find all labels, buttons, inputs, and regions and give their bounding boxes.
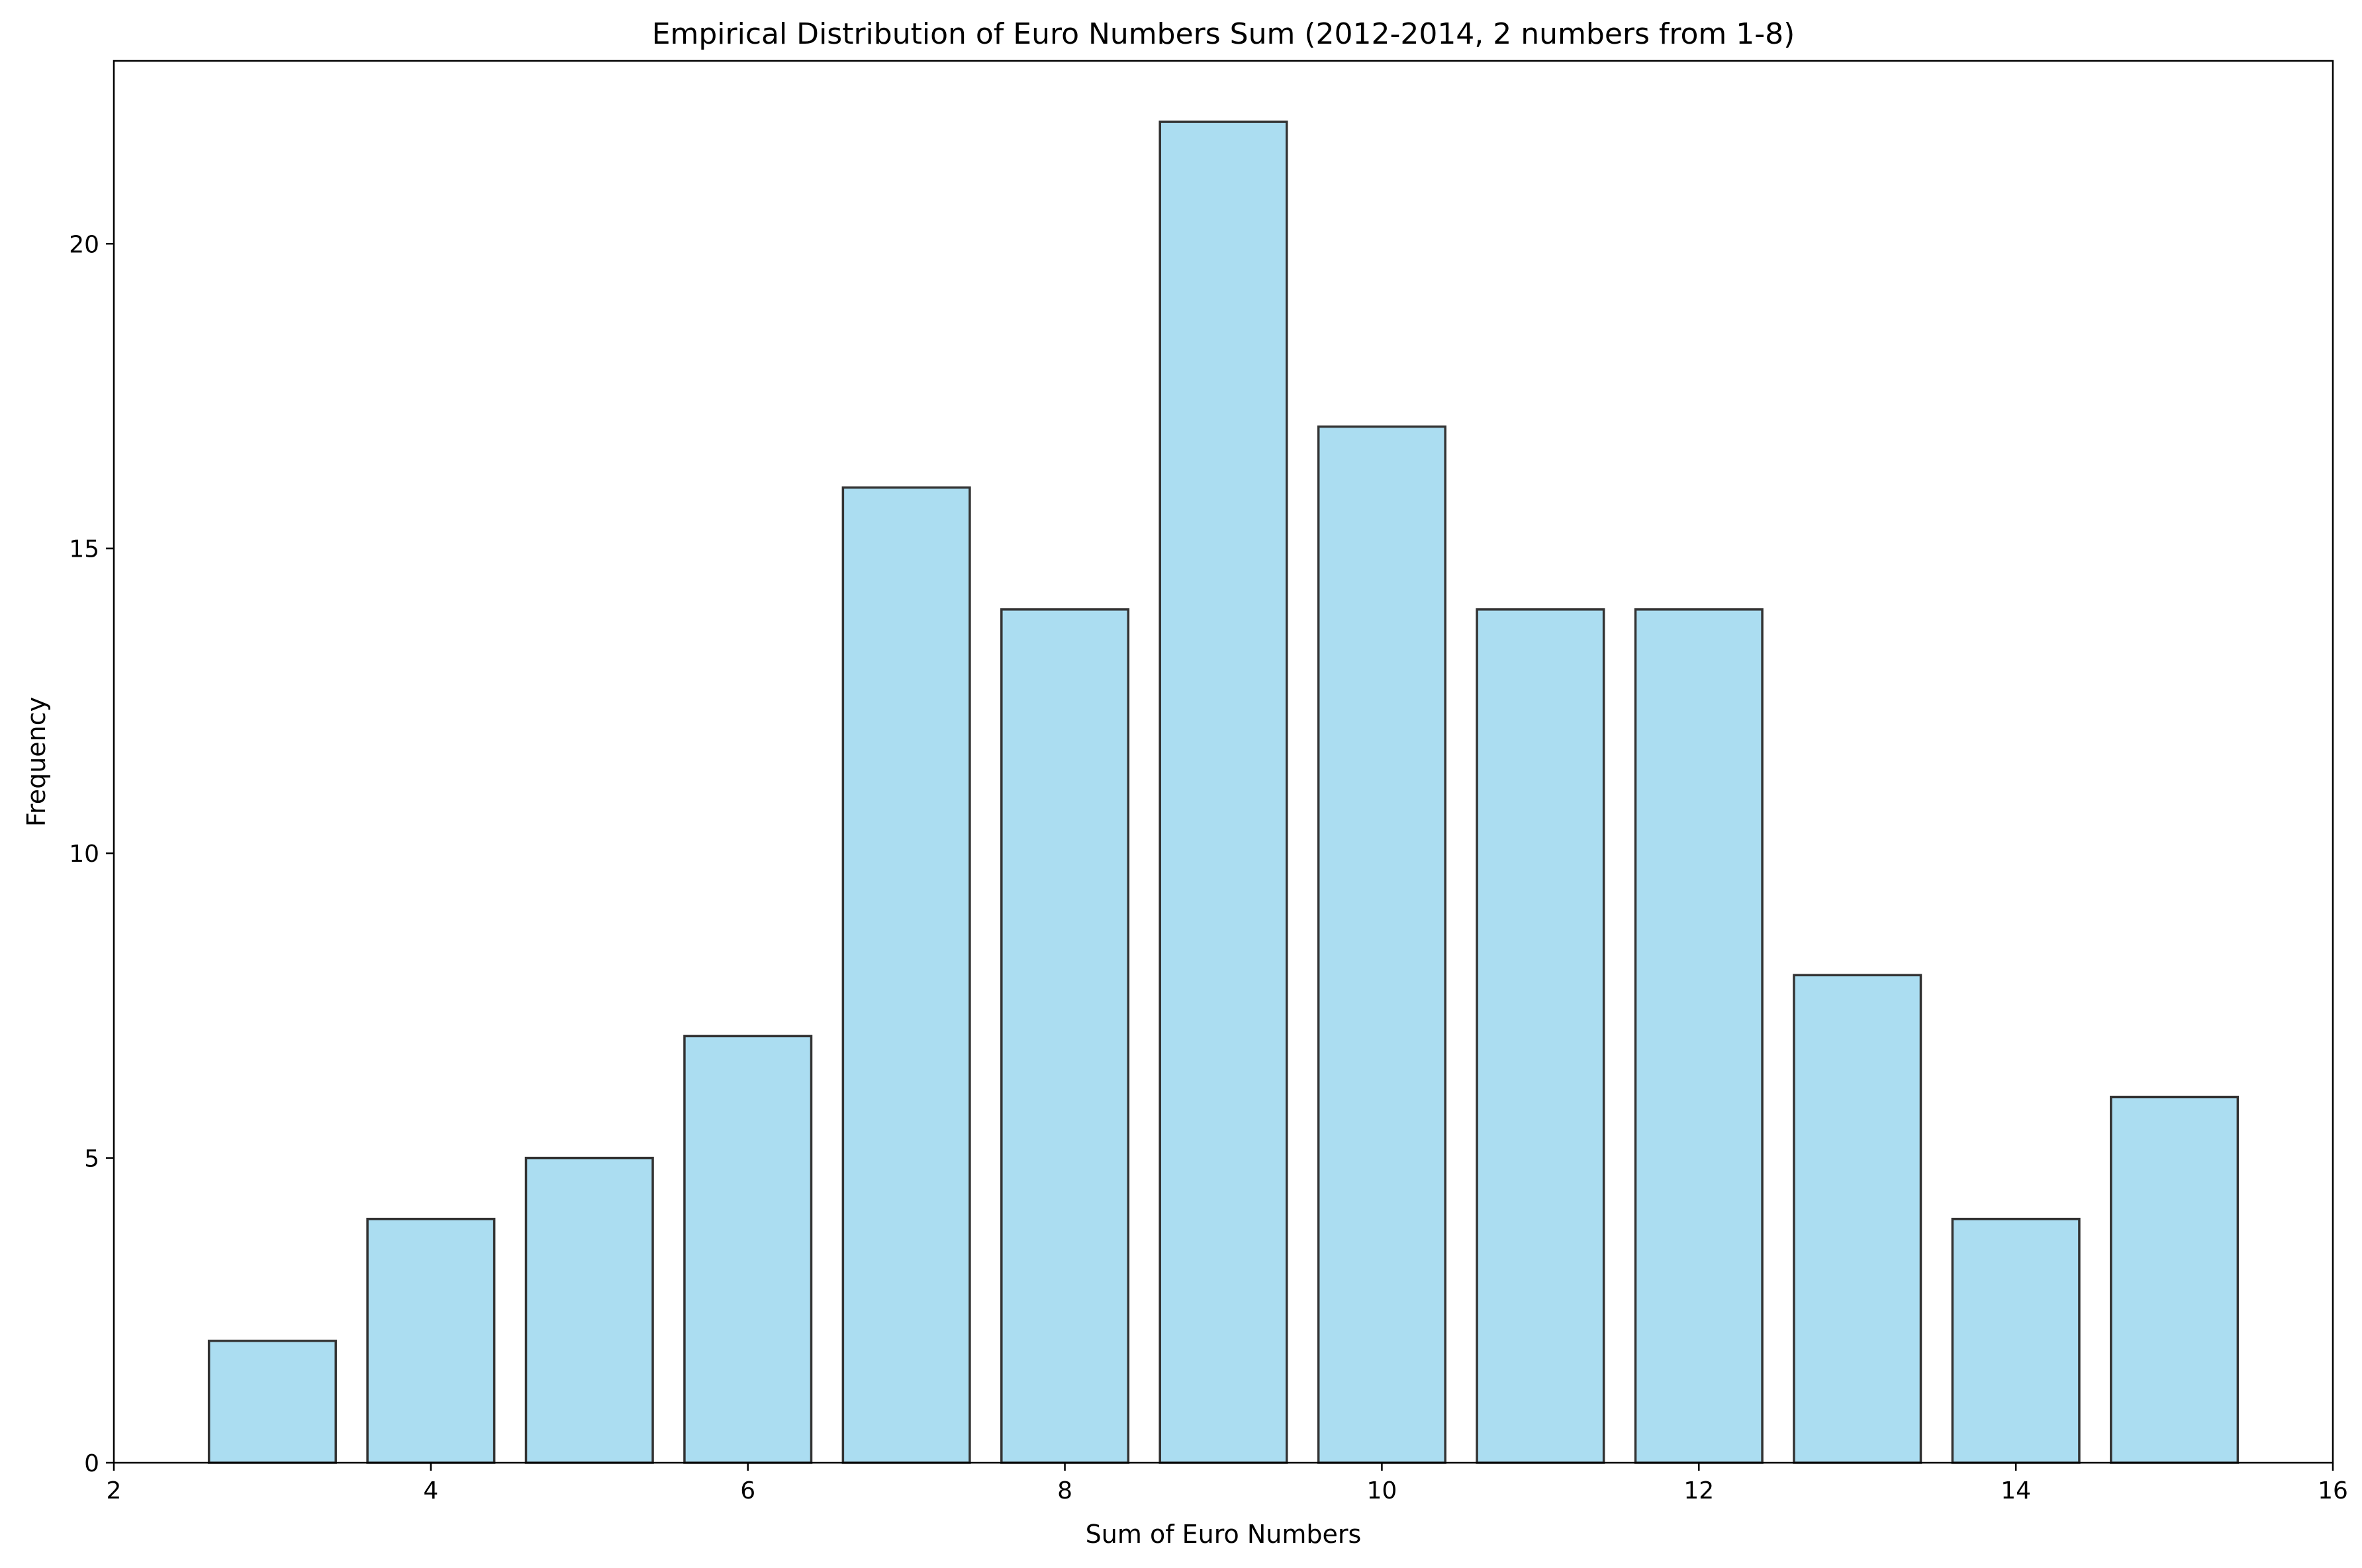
plot-frame	[113, 60, 2334, 1464]
x-tick-label-6: 6	[740, 1477, 755, 1504]
y-tick-label-10: 10	[69, 841, 99, 868]
bar-6	[683, 1035, 813, 1464]
bars-group	[207, 120, 2240, 1464]
chart-title: Empirical Distribution of Euro Numbers S…	[652, 17, 1795, 51]
y-tick-label-15: 15	[69, 536, 99, 563]
y-axis-label: Frequency	[22, 697, 51, 827]
x-tick-label-8: 8	[1057, 1477, 1072, 1504]
x-tick-label-10: 10	[1367, 1477, 1397, 1504]
bar-9	[1158, 120, 1288, 1464]
x-tick-label-2: 2	[107, 1477, 122, 1504]
bar-7	[841, 486, 971, 1464]
bar-8	[1000, 608, 1130, 1464]
y-tick-label-0: 0	[84, 1450, 99, 1477]
y-tick-label-5: 5	[84, 1146, 99, 1173]
bar-5	[524, 1156, 654, 1464]
x-tick-label-12: 12	[1683, 1477, 1714, 1504]
bar-15	[2110, 1095, 2240, 1464]
x-tick-label-4: 4	[423, 1477, 438, 1504]
bar-14	[1951, 1217, 2081, 1464]
bar-11	[1476, 608, 1605, 1464]
bar-13	[1793, 974, 1922, 1464]
bar-3	[207, 1340, 337, 1464]
x-axis-label: Sum of Euro Numbers	[1086, 1520, 1362, 1549]
y-tick-label-20: 20	[69, 231, 99, 258]
ticks-group: 2 4 6 8 10 12 14 16 0 5 10 15 20	[69, 231, 2348, 1504]
bar-4	[366, 1217, 496, 1464]
x-tick-label-14: 14	[2001, 1477, 2031, 1504]
x-tick-label-16: 16	[2318, 1477, 2348, 1504]
bar-10	[1317, 425, 1446, 1464]
bar-12	[1634, 608, 1764, 1464]
